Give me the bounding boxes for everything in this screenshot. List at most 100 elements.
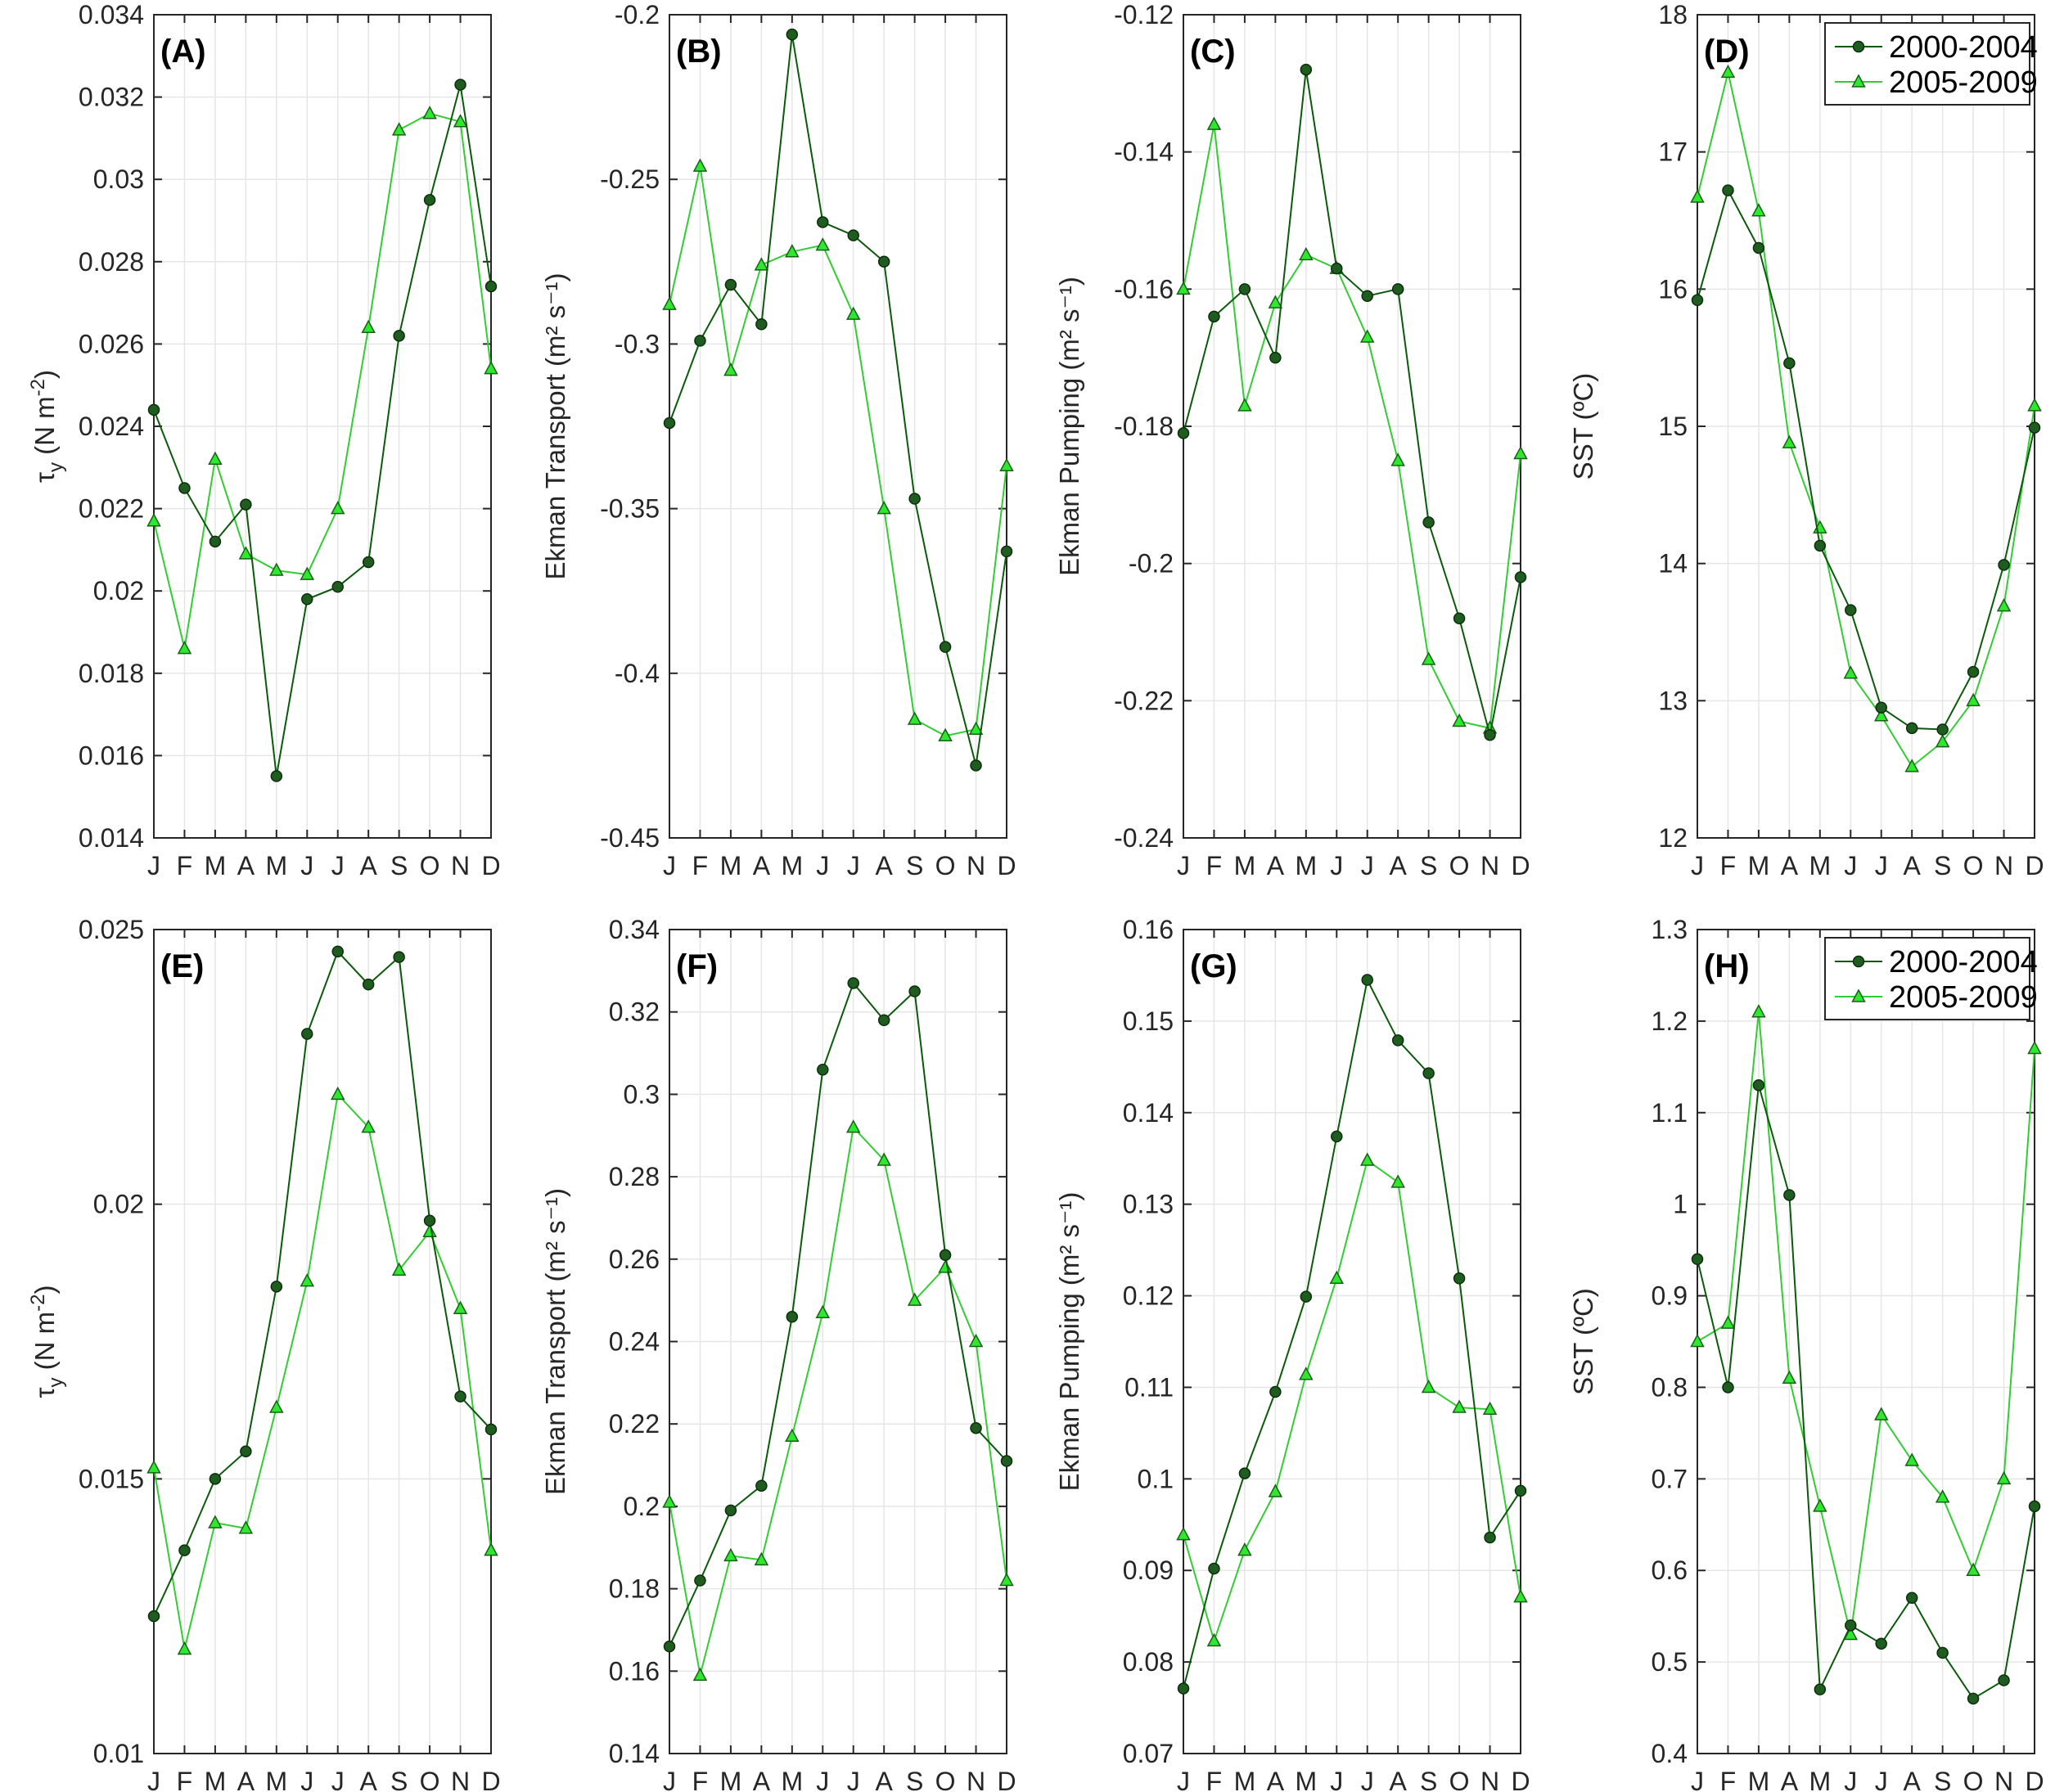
x-tick-label: J: [1844, 1767, 1857, 1792]
legend-swatch-marker: [1852, 40, 1865, 53]
data-point-2000-2004: [454, 79, 466, 91]
data-point-2000-2004: [423, 194, 436, 206]
data-point-2000-2004: [1238, 283, 1251, 295]
data-point-2000-2004: [1845, 604, 1857, 616]
data-point-2000-2004: [1967, 665, 1980, 678]
data-point-2005-2009: [1268, 295, 1283, 308]
y-tick-label: 0.02: [93, 1190, 144, 1219]
data-point-2005-2009: [300, 566, 315, 580]
y-tick-label: 0.11: [1124, 1372, 1174, 1402]
y-tick-label: 15: [1658, 412, 1688, 441]
data-point-2000-2004: [1967, 1692, 1980, 1705]
y-tick-label: -0.14: [1114, 137, 1174, 167]
data-point-2000-2004: [209, 535, 222, 548]
data-point-2000-2004: [1391, 1034, 1404, 1047]
data-point-2005-2009: [1421, 651, 1436, 665]
y-tick-label: 0.025: [79, 915, 144, 944]
data-point-2005-2009: [208, 1515, 223, 1529]
data-point-2000-2004: [178, 1544, 191, 1556]
y-tick-label: 0.13: [1123, 1190, 1174, 1219]
y-axis-label: Ekman Transport (m² s⁻¹): [540, 1188, 570, 1495]
legend-entry: 2000-2004: [1889, 30, 2038, 65]
data-point-2000-2004: [331, 580, 344, 593]
data-point-2000-2004: [1691, 294, 1704, 306]
data-point-2000-2004: [694, 1574, 706, 1587]
series-line-2000-2004: [1697, 187, 2035, 731]
data-point-2005-2009: [845, 306, 861, 320]
x-tick-label: O: [420, 1767, 440, 1792]
data-point-2005-2009: [1359, 329, 1375, 343]
y-tick-label: 0.022: [79, 494, 144, 524]
panel-label: (C): [1190, 34, 1236, 70]
data-point-2000-2004: [1691, 1253, 1704, 1266]
panel-h: 0.40.50.60.70.80.911.11.21.3J F M A M J J A S O N D…: [1568, 915, 2044, 1792]
y-tick-label: -0.12: [1114, 0, 1174, 29]
data-point-2005-2009: [662, 296, 677, 310]
x-tick-label: A: [876, 1767, 894, 1792]
panel-label: (H): [1704, 948, 1750, 984]
y-tick-label: 0.14: [609, 1739, 660, 1768]
x-tick-label: M: [720, 1767, 742, 1792]
x-tick-label: A: [876, 851, 894, 880]
data-point-2005-2009: [1690, 1333, 1705, 1348]
y-tick-label: 16: [1658, 274, 1688, 304]
y-axis-label-part: ): [29, 370, 60, 379]
data-point-2000-2004: [817, 216, 829, 228]
x-tick-label: D: [481, 1767, 500, 1792]
data-point-2005-2009: [1720, 1315, 1736, 1329]
data-point-2005-2009: [1513, 445, 1528, 460]
data-point-2005-2009: [422, 106, 437, 119]
x-tick-label: S: [1934, 1767, 1951, 1792]
x-tick-label: A: [1781, 1767, 1799, 1792]
data-point-2000-2004: [1722, 1381, 1734, 1394]
y-tick-label: 0.7: [1652, 1464, 1688, 1493]
y-axis-label-part: y: [45, 462, 67, 472]
data-point-2000-2004: [724, 278, 737, 291]
x-tick-label: D: [997, 851, 1016, 880]
data-point-2000-2004: [1752, 241, 1765, 254]
data-point-2000-2004: [1722, 184, 1734, 196]
panel-label: (A): [160, 34, 206, 70]
x-tick-label: F: [1720, 1767, 1737, 1792]
data-point-2005-2009: [391, 122, 407, 136]
data-point-2005-2009: [1452, 1399, 1467, 1413]
y-tick-label: 0.09: [1123, 1556, 1174, 1585]
x-tick-label: M: [1295, 1767, 1317, 1792]
y-tick-label: -0.4: [615, 659, 660, 688]
data-point-2000-2004: [1000, 1455, 1013, 1467]
data-point-2000-2004: [1238, 1467, 1251, 1479]
data-point-2005-2009: [1873, 708, 1889, 722]
panel-b: -0.45-0.4-0.35-0.3-0.25-0.2J F M A M J J A S O N DE…: [540, 0, 1016, 880]
legend-box: [1824, 937, 2030, 1020]
data-point-2005-2009: [1329, 1270, 1345, 1285]
data-point-2000-2004: [2028, 1500, 2041, 1513]
x-tick-label: D: [1511, 1767, 1530, 1792]
y-tick-label: 0.032: [79, 83, 144, 112]
data-point-2000-2004: [1453, 1272, 1466, 1285]
data-point-2000-2004: [1453, 612, 1466, 624]
x-tick-label: M: [781, 1767, 803, 1792]
data-point-2005-2009: [692, 158, 708, 172]
x-tick-label: J: [663, 1767, 676, 1792]
data-point-2005-2009: [1843, 665, 1859, 679]
x-tick-label: N: [967, 851, 985, 880]
data-point-2000-2004: [908, 493, 921, 505]
y-tick-label: 1: [1673, 1190, 1688, 1219]
data-point-2000-2004: [147, 1610, 160, 1623]
data-point-2000-2004: [847, 229, 859, 241]
data-point-2000-2004: [362, 556, 375, 569]
data-point-2000-2004: [1269, 1385, 1282, 1398]
y-tick-label: 0.014: [79, 823, 144, 853]
data-point-2005-2009: [938, 727, 953, 742]
x-tick-label: F: [692, 1767, 709, 1792]
y-axis-label-part: τ: [29, 1387, 60, 1398]
x-tick-label: D: [2025, 851, 2044, 880]
y-axis-label: SST (ºC): [1568, 373, 1598, 480]
x-tick-label: N: [451, 1767, 470, 1792]
legend-entry: 2005-2009: [1889, 980, 2038, 1015]
data-point-2005-2009: [1206, 1632, 1222, 1647]
x-tick-label: O: [935, 851, 956, 880]
data-point-2005-2009: [999, 1572, 1014, 1587]
